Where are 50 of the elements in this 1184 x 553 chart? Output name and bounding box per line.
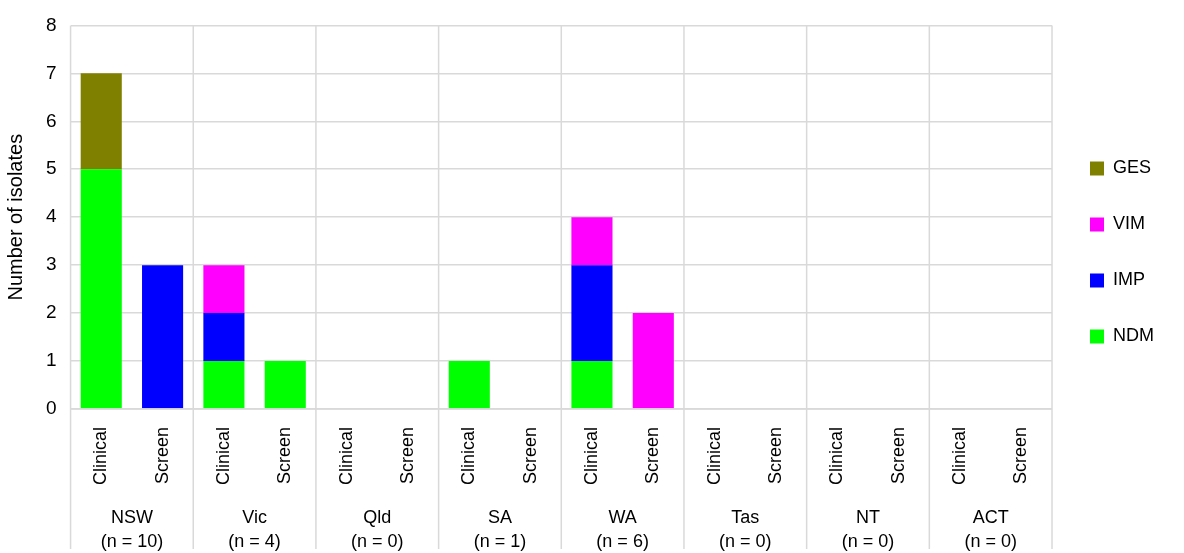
x-tick-label: Clinical <box>212 426 233 486</box>
x-tick-label: Clinical <box>948 426 969 486</box>
y-tick-label: 7 <box>45 61 57 83</box>
x-tick-label: Screen <box>764 426 785 485</box>
x-tick-label: Screen <box>519 426 540 485</box>
y-tick-label: 1 <box>45 349 57 371</box>
text: ACT (n = 0) <box>964 506 1017 551</box>
text: NSW (n = 10) <box>100 506 164 551</box>
y-axis-title: Number of isolates <box>3 133 26 301</box>
bar <box>571 361 613 409</box>
y-tick-label: 6 <box>45 109 57 131</box>
bar <box>264 361 306 409</box>
x-tick-label: Clinical <box>335 426 356 486</box>
bar <box>571 217 613 266</box>
y-tick-label: 5 <box>45 157 57 179</box>
y-tick-label: 3 <box>45 253 57 275</box>
bar <box>80 73 122 170</box>
bar <box>632 313 674 409</box>
bar <box>142 265 184 409</box>
text: SA (n = 1) <box>473 506 527 551</box>
legend-label: VIM <box>1113 213 1146 234</box>
x-tick-label: Clinical <box>90 426 111 486</box>
x-tick-label: Screen <box>1010 426 1031 485</box>
bar <box>203 265 245 314</box>
legend-label: GES <box>1113 157 1152 178</box>
text: Qld (n = 0) <box>351 506 404 551</box>
x-tick-label: Screen <box>642 426 663 485</box>
x-tick-label: Screen <box>151 426 172 485</box>
bar <box>80 169 122 409</box>
bar <box>203 313 245 362</box>
y-tick-label: 8 <box>45 13 57 35</box>
y-tick-label: 2 <box>45 301 57 323</box>
bar <box>203 361 245 409</box>
y-tick-label: 4 <box>45 205 57 227</box>
bar <box>448 361 490 409</box>
x-tick-label: Clinical <box>458 426 479 486</box>
y-tick-label: 0 <box>45 397 57 419</box>
x-tick-label: Clinical <box>580 426 601 486</box>
x-tick-label: Clinical <box>703 426 724 486</box>
text: WA (n = 6) <box>596 506 649 551</box>
x-tick-label: Screen <box>274 426 295 485</box>
text: Vic (n = 4) <box>228 506 281 551</box>
x-tick-label: Screen <box>396 426 417 485</box>
text: NT (n = 0) <box>841 506 895 551</box>
legend-label: IMP <box>1113 269 1146 290</box>
x-tick-label: Clinical <box>826 426 847 486</box>
bar <box>571 265 613 362</box>
legend-label: NDM <box>1113 325 1155 346</box>
x-tick-label: Screen <box>887 426 908 485</box>
text: Tas (n = 0) <box>719 506 772 551</box>
